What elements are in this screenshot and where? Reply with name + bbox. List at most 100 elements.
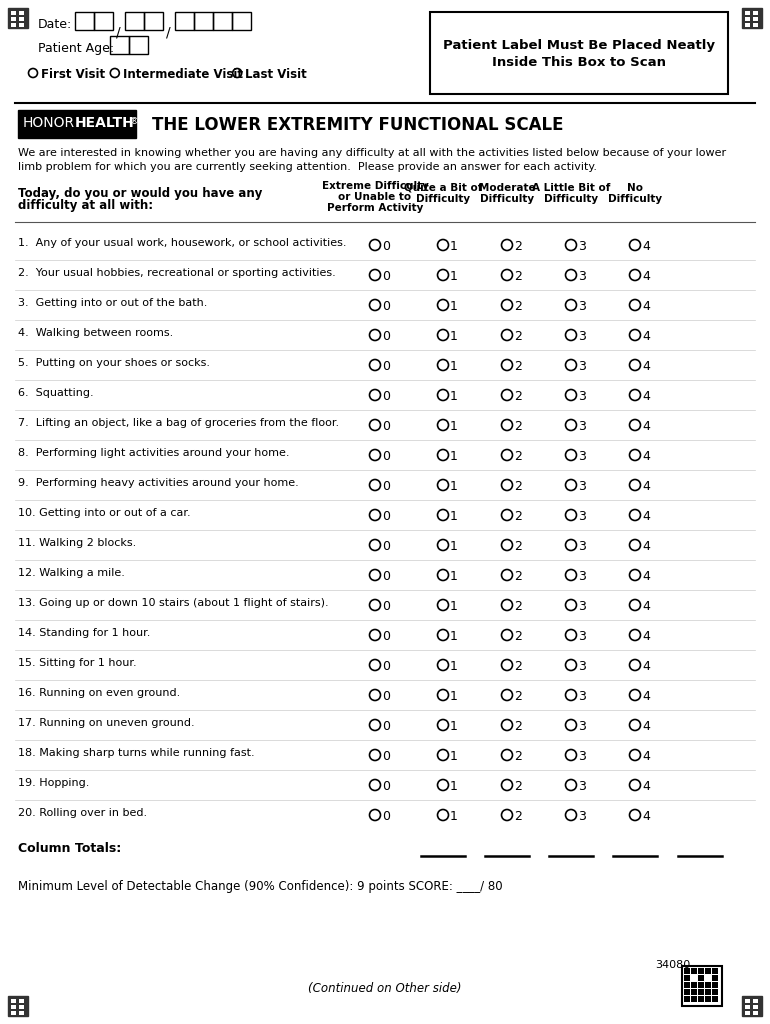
Bar <box>94 12 113 30</box>
Text: 0: 0 <box>382 270 390 283</box>
Text: 0: 0 <box>382 690 390 703</box>
Text: 0: 0 <box>382 300 390 313</box>
Text: 1: 1 <box>450 750 458 763</box>
Bar <box>110 36 129 54</box>
Text: Today, do you or would you have any: Today, do you or would you have any <box>18 187 263 200</box>
Bar <box>11 17 16 22</box>
Text: 17. Running on uneven ground.: 17. Running on uneven ground. <box>18 718 195 728</box>
Text: 2: 2 <box>514 630 522 643</box>
Bar <box>698 996 704 1002</box>
Text: 12. Walking a mile.: 12. Walking a mile. <box>18 568 125 578</box>
Bar <box>698 989 704 995</box>
Text: 2: 2 <box>514 300 522 313</box>
Text: Difficulty: Difficulty <box>416 194 470 204</box>
Bar <box>753 1005 758 1009</box>
Text: 13. Going up or down 10 stairs (about 1 flight of stairs).: 13. Going up or down 10 stairs (about 1 … <box>18 598 329 608</box>
Text: 4: 4 <box>642 750 650 763</box>
Bar <box>75 12 94 30</box>
Text: 1: 1 <box>450 630 458 643</box>
Text: 1: 1 <box>450 510 458 523</box>
Bar <box>753 999 758 1002</box>
Bar <box>684 968 690 974</box>
Text: 4: 4 <box>642 450 650 463</box>
Text: 1: 1 <box>450 540 458 553</box>
Text: 3: 3 <box>578 720 586 733</box>
Bar <box>705 968 711 974</box>
Text: 3: 3 <box>578 330 586 343</box>
Bar <box>18 110 136 138</box>
Bar <box>682 966 722 1006</box>
Bar <box>705 989 711 995</box>
Text: 3: 3 <box>578 240 586 253</box>
Text: 2: 2 <box>514 570 522 583</box>
Text: 1: 1 <box>450 240 458 253</box>
Text: 8.  Performing light activities around your home.: 8. Performing light activities around yo… <box>18 449 290 458</box>
Text: No: No <box>627 183 643 193</box>
Text: 1.  Any of your usual work, housework, or school activities.: 1. Any of your usual work, housework, or… <box>18 238 346 248</box>
Text: 4: 4 <box>642 420 650 433</box>
Bar <box>8 996 28 1016</box>
Text: HEALTH: HEALTH <box>75 116 135 130</box>
Text: 2: 2 <box>514 660 522 673</box>
Text: ®: ® <box>130 117 139 126</box>
Bar <box>753 11 758 15</box>
Bar <box>232 12 251 30</box>
Text: 19. Hopping.: 19. Hopping. <box>18 778 89 788</box>
Text: 3: 3 <box>578 630 586 643</box>
Text: 3: 3 <box>578 690 586 703</box>
Text: 0: 0 <box>382 750 390 763</box>
Text: 3: 3 <box>578 270 586 283</box>
Text: 3: 3 <box>578 450 586 463</box>
Text: limb problem for which you are currently seeking attention.  Please provide an a: limb problem for which you are currently… <box>18 162 597 172</box>
Text: 1: 1 <box>450 570 458 583</box>
Text: 2: 2 <box>514 750 522 763</box>
Text: 0: 0 <box>382 330 390 343</box>
Text: Difficulty: Difficulty <box>608 194 662 204</box>
Bar <box>11 999 16 1002</box>
Bar <box>684 975 690 981</box>
Text: Patient Label Must Be Placed Neatly: Patient Label Must Be Placed Neatly <box>443 39 715 51</box>
Text: Column Totals:: Column Totals: <box>18 842 121 855</box>
Text: 3: 3 <box>578 810 586 823</box>
Text: 0: 0 <box>382 480 390 493</box>
Text: 0: 0 <box>382 720 390 733</box>
Text: 2: 2 <box>514 510 522 523</box>
Text: 4: 4 <box>642 510 650 523</box>
Text: 10. Getting into or out of a car.: 10. Getting into or out of a car. <box>18 508 191 518</box>
Text: 0: 0 <box>382 600 390 613</box>
Bar <box>745 17 750 22</box>
Text: 5.  Putting on your shoes or socks.: 5. Putting on your shoes or socks. <box>18 358 210 368</box>
Text: 1: 1 <box>450 330 458 343</box>
Text: 0: 0 <box>382 570 390 583</box>
Text: 15. Sitting for 1 hour.: 15. Sitting for 1 hour. <box>18 658 136 668</box>
Bar <box>745 11 750 15</box>
Text: 1: 1 <box>450 780 458 793</box>
Bar <box>712 996 718 1002</box>
Bar <box>11 1011 16 1015</box>
Text: 3: 3 <box>578 780 586 793</box>
Text: Patient Age:: Patient Age: <box>38 42 114 55</box>
Text: /: / <box>116 26 121 40</box>
Text: Difficulty: Difficulty <box>544 194 598 204</box>
Text: 1: 1 <box>450 480 458 493</box>
Text: 34080: 34080 <box>655 961 690 970</box>
Text: 4: 4 <box>642 780 650 793</box>
Text: 0: 0 <box>382 540 390 553</box>
Text: Quite a Bit of: Quite a Bit of <box>403 183 482 193</box>
Text: 1: 1 <box>450 600 458 613</box>
Bar <box>684 989 690 995</box>
Text: 1: 1 <box>450 420 458 433</box>
Bar <box>745 23 750 27</box>
Text: Date:: Date: <box>38 18 72 31</box>
Text: 4: 4 <box>642 570 650 583</box>
Bar <box>8 8 28 28</box>
Bar <box>19 11 24 15</box>
Text: Intermediate Visit: Intermediate Visit <box>122 68 243 81</box>
Text: 7.  Lifting an object, like a bag of groceries from the floor.: 7. Lifting an object, like a bag of groc… <box>18 418 339 428</box>
Text: 2: 2 <box>514 270 522 283</box>
Text: 0: 0 <box>382 660 390 673</box>
Text: 0: 0 <box>382 240 390 253</box>
Text: 2: 2 <box>514 720 522 733</box>
Text: 1: 1 <box>450 450 458 463</box>
Text: 4: 4 <box>642 330 650 343</box>
